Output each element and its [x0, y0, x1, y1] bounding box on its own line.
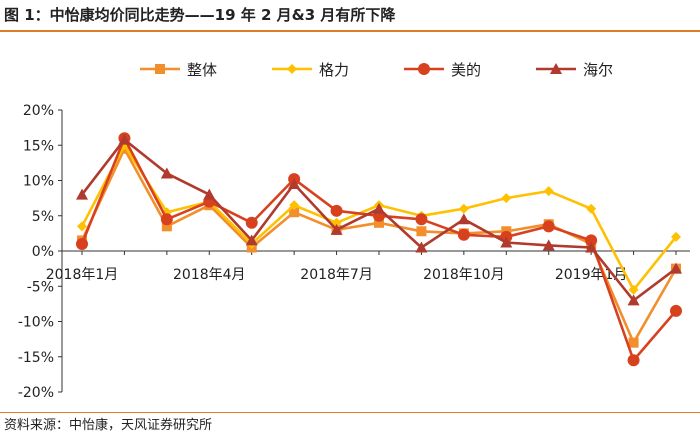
y-tick-label: -5%: [27, 279, 54, 295]
line-chart: 整体 格力 美的 海尔 20% 15% 10% 5% 0% -5% -10% -15% -20% 20…: [18, 61, 690, 401]
data-point: [373, 202, 385, 214]
data-point: [415, 213, 428, 226]
data-point: [670, 304, 682, 317]
data-point: [289, 200, 300, 211]
y-tick-label: 5%: [32, 209, 54, 225]
series-layer: [76, 132, 682, 367]
data-point: [457, 213, 470, 225]
data-point: [160, 213, 173, 226]
legend-marker: [418, 63, 430, 75]
data-point: [203, 188, 216, 200]
data-point: [161, 221, 172, 232]
series-4: [76, 133, 682, 306]
data-point: [627, 294, 640, 306]
x-axis: 2018年1月 2018年4月 2018年7月 2018年10月 2019年1月: [46, 250, 690, 283]
y-tick-label: 15%: [23, 138, 54, 154]
data-point: [416, 226, 427, 237]
data-point: [245, 234, 258, 246]
data-point: [289, 207, 300, 218]
data-point: [670, 262, 682, 274]
title-rule: [0, 30, 700, 32]
legend-marker: [287, 64, 297, 74]
data-point: [628, 284, 639, 295]
legend-marker: [155, 64, 165, 74]
y-tick-label: 10%: [23, 174, 54, 190]
legend-item: 整体: [140, 61, 217, 79]
legend-marker: [550, 63, 562, 74]
y-tick-label: -20%: [18, 385, 54, 401]
data-point: [76, 188, 88, 200]
data-point: [76, 237, 88, 250]
series-line: [80, 136, 677, 362]
legend-item: 海尔: [536, 61, 613, 79]
data-point: [77, 221, 87, 232]
legend-label: 海尔: [583, 61, 613, 79]
chart-legend: 整体 格力 美的 海尔: [140, 61, 613, 79]
data-point: [542, 220, 555, 233]
data-point: [501, 193, 512, 204]
y-tick-label: 20%: [23, 103, 54, 119]
figure-title: 图 1：中怡康均价同比走势——19 年 2 月&3 月有所下降: [4, 6, 396, 24]
data-point: [585, 241, 598, 253]
data-point: [118, 133, 131, 145]
data-point: [245, 216, 258, 229]
data-point: [542, 239, 555, 251]
x-tick-label: 2018年4月: [173, 267, 246, 283]
data-point: [671, 231, 681, 242]
x-tick-label: 2018年1月: [46, 267, 119, 283]
x-tick-label: 2018年7月: [300, 267, 373, 283]
legend-item: 格力: [272, 61, 349, 79]
legend-label: 格力: [319, 61, 349, 79]
legend-label: 整体: [187, 61, 217, 79]
source-rule: [0, 412, 700, 413]
data-point: [500, 236, 513, 248]
data-point: [543, 186, 554, 197]
data-point: [330, 223, 343, 235]
y-axis: 20% 15% 10% 5% 0% -5% -10% -15% -20%: [18, 103, 63, 401]
data-point: [628, 337, 639, 348]
data-point: [160, 167, 173, 179]
data-point: [415, 241, 428, 253]
data-point: [458, 203, 469, 214]
data-point: [627, 354, 640, 367]
data-point: [457, 228, 470, 241]
data-point: [374, 217, 384, 228]
data-point: [288, 178, 301, 190]
y-tick-label: 0%: [32, 244, 54, 260]
legend-label: 美的: [451, 61, 481, 79]
source-note: 资料来源：中怡康，天风证券研究所: [4, 418, 213, 433]
data-point: [330, 204, 343, 217]
y-tick-label: -15%: [18, 350, 54, 366]
y-tick-label: -10%: [18, 315, 54, 331]
x-tick-label: 2018年10月: [423, 267, 504, 283]
data-point: [585, 234, 598, 247]
legend-item: 美的: [404, 61, 481, 79]
data-point: [586, 203, 597, 214]
